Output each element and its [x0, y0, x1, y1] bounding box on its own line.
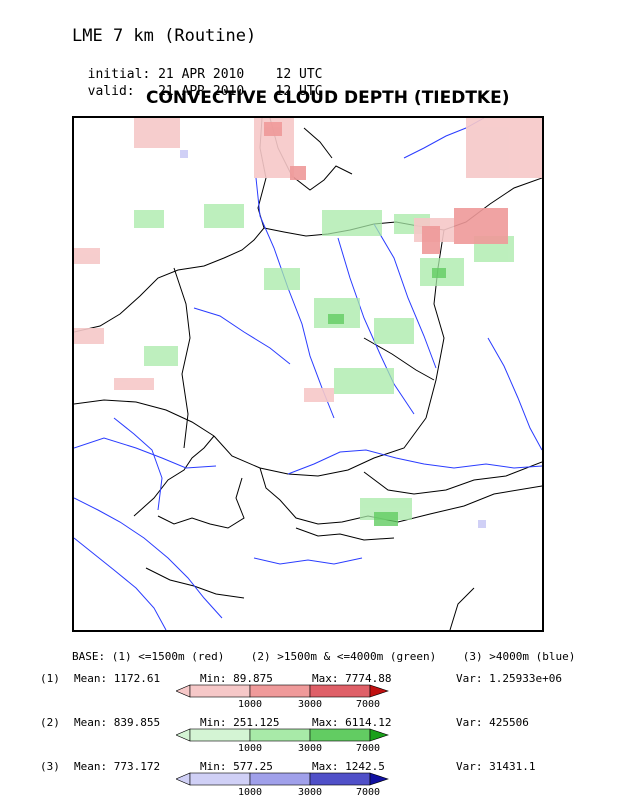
- coastline-borders: [74, 118, 542, 630]
- colorbar-segment: [249, 684, 311, 698]
- colorbar-tick-label: 7000: [356, 699, 381, 710]
- legend-colorbar: [176, 772, 389, 786]
- colorbar-tick-label: 7000: [356, 743, 381, 754]
- legend-mean: Mean: 1172.61: [74, 672, 161, 685]
- initial-value: 21 APR 2010 12 UTC: [158, 67, 323, 82]
- legend-min: Min: 89.875: [200, 672, 273, 685]
- legend-colorbar: [176, 684, 389, 698]
- colorbar-tick-label: 1000: [238, 787, 263, 798]
- legend-mean: Mean: 773.172: [74, 760, 161, 773]
- initial-label: initial:: [87, 67, 151, 82]
- colorbar-tick-label: 1000: [238, 699, 263, 710]
- colorbar-low-arrow: [176, 772, 191, 786]
- legend-var: Var: 1.25933e+06: [456, 672, 562, 685]
- colorbar-high-arrow: [369, 684, 389, 698]
- colorbar-low-arrow: [176, 684, 191, 698]
- initial-time: initial: 21 APR 2010 12 UTC: [72, 52, 323, 82]
- shading-blue: [180, 150, 486, 528]
- colorbar-tick-label: 3000: [298, 743, 323, 754]
- rivers: [74, 118, 542, 630]
- colorbar-segment: [309, 772, 371, 786]
- valid-time: valid: 21 APR 2010 12 UTC: [72, 69, 323, 99]
- legend-max: Max: 1242.5: [312, 760, 385, 773]
- colorbar-segment: [189, 684, 251, 698]
- legend-row-id: (3): [40, 760, 60, 773]
- colorbar-segment: [249, 728, 311, 742]
- colorbar-tick-label: 3000: [298, 699, 323, 710]
- valid-value: 21 APR 2010 12 UTC: [158, 84, 323, 99]
- field-title: CONVECTIVE CLOUD DEPTH (TIEDTKE): [146, 88, 510, 108]
- colorbar-segment: [189, 728, 251, 742]
- legend-min: Min: 577.25: [200, 760, 273, 773]
- valid-label: valid:: [87, 84, 135, 99]
- map-canvas: [74, 118, 542, 630]
- colorbar-low-arrow: [176, 728, 191, 742]
- map-panel: [72, 116, 544, 632]
- legend-max: Max: 7774.88: [312, 672, 392, 685]
- legend-max: Max: 6114.12: [312, 716, 392, 729]
- legend-var: Var: 425506: [456, 716, 529, 729]
- colorbar-tick-label: 3000: [298, 787, 323, 798]
- legend-colorbar: [176, 728, 389, 742]
- shading-red-dark: [264, 122, 508, 254]
- colorbar-tick-label: 1000: [238, 743, 263, 754]
- colorbar-high-arrow: [369, 728, 389, 742]
- shading-green: [134, 204, 514, 520]
- base-description: BASE: (1) <=1500m (red) (2) >1500m & <=4…: [72, 650, 576, 663]
- colorbar-tick-label: 7000: [356, 787, 381, 798]
- legend-row-id: (1): [40, 672, 60, 685]
- legend-mean: Mean: 839.855: [74, 716, 161, 729]
- legend-min: Min: 251.125: [200, 716, 280, 729]
- model-title: LME 7 km (Routine): [72, 26, 257, 46]
- legend-row-id: (2): [40, 716, 60, 729]
- colorbar-segment: [309, 684, 371, 698]
- colorbar-segment: [309, 728, 371, 742]
- colorbar-segment: [249, 772, 311, 786]
- legend-var: Var: 31431.1: [456, 760, 536, 773]
- colorbar-segment: [189, 772, 251, 786]
- shading-green-dark: [328, 268, 446, 526]
- colorbar-high-arrow: [369, 772, 389, 786]
